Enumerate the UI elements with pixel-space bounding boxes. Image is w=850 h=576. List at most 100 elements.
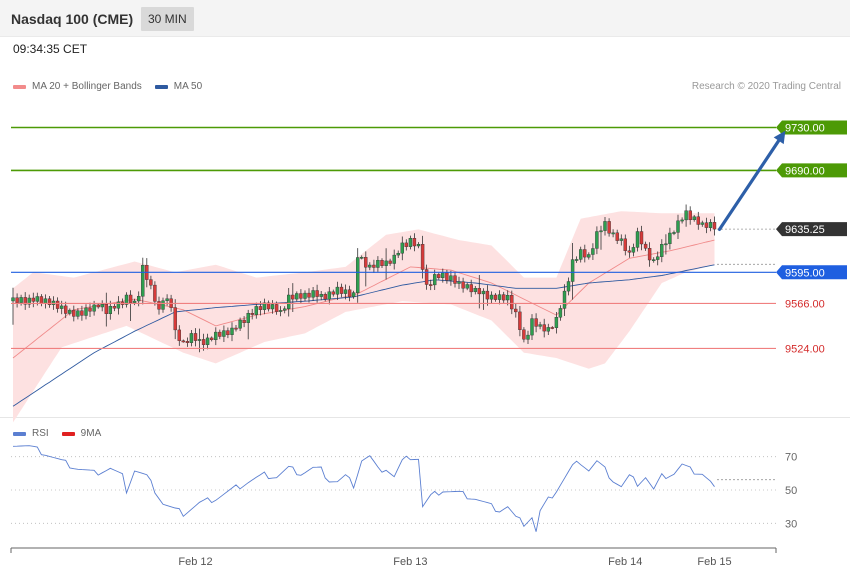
candle — [287, 288, 291, 317]
x-tick-label: Feb 15 — [697, 556, 731, 568]
candle-body — [510, 295, 514, 310]
candle-body — [497, 294, 502, 300]
timestamp: 09:34:35 CET — [13, 42, 88, 56]
candle-body — [522, 329, 526, 340]
candle-body — [226, 330, 230, 336]
candle-body — [587, 254, 591, 258]
candle — [104, 292, 109, 327]
candle-body — [627, 250, 632, 253]
candle-body — [100, 304, 104, 308]
candle-body — [530, 318, 534, 336]
candle — [205, 333, 210, 350]
candle-body — [84, 307, 88, 316]
candle-body — [72, 309, 76, 317]
candle — [696, 211, 700, 230]
candle — [461, 277, 465, 293]
current-price: 9635.25 — [717, 222, 847, 237]
candle-body — [396, 252, 400, 256]
ma50-line — [12, 264, 715, 407]
candle-body — [197, 339, 202, 341]
candle — [323, 292, 327, 302]
candle — [408, 235, 413, 250]
level-tag — [776, 163, 847, 178]
candle — [546, 323, 550, 335]
level-label: 9524.00 — [785, 343, 825, 355]
candle-body — [356, 257, 360, 293]
candle — [327, 287, 331, 305]
candle — [502, 291, 506, 303]
candle-body — [230, 327, 234, 336]
candle — [457, 276, 461, 289]
candle-body — [19, 297, 23, 303]
candle-body — [181, 340, 186, 343]
candle-body — [372, 264, 376, 268]
candle-body — [566, 281, 571, 292]
candle — [587, 252, 591, 260]
candle — [124, 292, 129, 308]
candle-body — [558, 308, 563, 318]
candle — [656, 251, 660, 266]
candle-body — [141, 265, 145, 297]
candle — [518, 306, 522, 337]
candle — [526, 330, 530, 344]
level-resistance: 9730.00 — [11, 120, 847, 135]
candle — [27, 294, 31, 308]
candle — [72, 305, 76, 322]
candle — [623, 234, 627, 256]
candle — [76, 308, 80, 320]
candle-body — [68, 309, 72, 314]
candle — [283, 306, 287, 314]
rsi-tick-label: 50 — [785, 485, 797, 497]
current-price-label: 9635.25 — [785, 224, 825, 236]
candle — [100, 300, 104, 312]
candle — [380, 258, 384, 268]
candle-body — [136, 296, 141, 302]
candle — [404, 239, 408, 251]
candle-body — [615, 232, 619, 241]
candle-body — [380, 260, 384, 266]
legend-swatch-ma50 — [154, 84, 168, 89]
candle — [412, 233, 417, 252]
candle — [80, 305, 84, 321]
candle-body — [611, 232, 615, 235]
candle-body — [562, 290, 567, 309]
timeframe-button[interactable]: 30 MIN — [141, 7, 194, 31]
legend-label-rsi: RSI — [32, 428, 49, 439]
candle — [668, 227, 672, 250]
candle-body — [680, 219, 684, 222]
candle — [510, 290, 514, 315]
candle — [307, 288, 311, 303]
candle — [311, 287, 315, 301]
candle-body — [11, 297, 15, 302]
candle-body — [485, 290, 490, 300]
candle — [368, 262, 372, 271]
legend-9ma: 9MA — [61, 428, 102, 439]
candle — [384, 248, 388, 280]
candle-body — [384, 260, 388, 266]
rsi-legend: RSI 9MA — [13, 428, 114, 439]
candle-body — [104, 304, 109, 314]
candle — [652, 257, 656, 263]
candle-body — [668, 232, 672, 244]
candle — [177, 325, 182, 346]
candle-body — [173, 307, 177, 331]
candle-body — [534, 318, 538, 327]
candle — [331, 289, 335, 297]
candle — [218, 329, 222, 340]
candle-body — [262, 302, 267, 310]
candle — [550, 326, 554, 330]
candle — [574, 256, 579, 263]
legend-label-9ma: 9MA — [80, 428, 102, 439]
candle — [31, 292, 35, 308]
candle — [181, 339, 186, 343]
candle — [226, 327, 230, 339]
candle — [360, 255, 364, 260]
candle-body — [124, 294, 129, 305]
candle — [254, 302, 259, 319]
candle — [579, 246, 583, 263]
candle-body — [250, 313, 254, 315]
candle — [278, 306, 283, 317]
candle-body — [420, 243, 425, 270]
candle-body — [656, 256, 660, 260]
candle-body — [335, 286, 340, 295]
